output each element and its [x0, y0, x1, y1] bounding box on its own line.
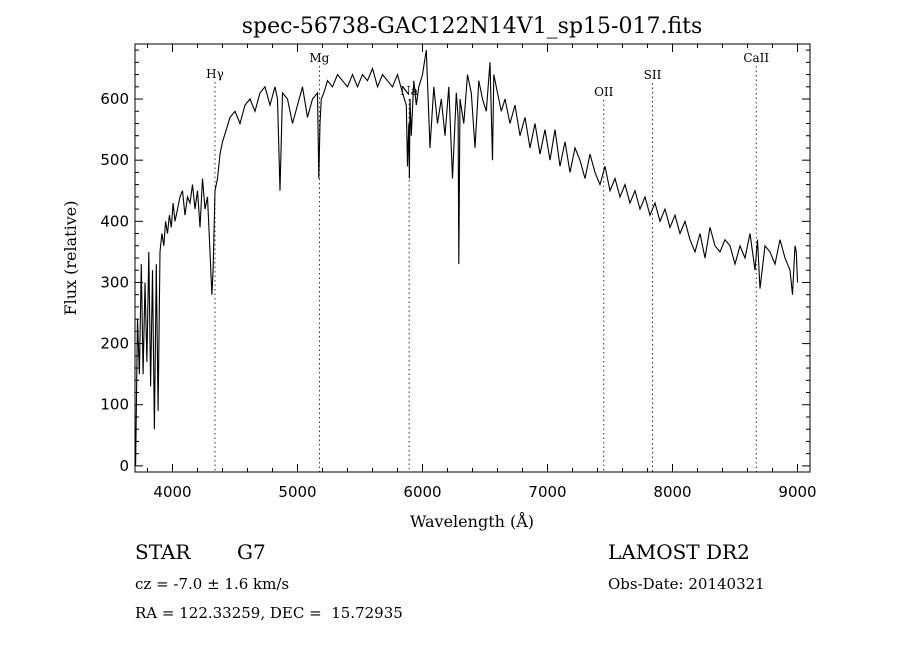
y-tick-label: 100 [100, 396, 129, 414]
y-tick-label: 200 [100, 335, 129, 353]
chart-title: spec-56738-GAC122N14V1_sp15-017.fits [242, 14, 703, 39]
x-tick-label: 9000 [778, 483, 816, 501]
axis-ticks: 4000 5000 6000 7000 8000 9000 0 100 200 300 400 500… [100, 44, 817, 501]
line-marker-label: Mg [309, 51, 329, 65]
plot-area [135, 50, 799, 466]
line-marker-label: Hγ [206, 67, 224, 81]
x-tick-label: 4000 [153, 483, 191, 501]
y-tick-label: 0 [119, 457, 129, 475]
x-tick-label: 6000 [403, 483, 441, 501]
object-subclass: G7 [237, 540, 266, 564]
x-tick-label: 8000 [653, 483, 691, 501]
y-tick-label: 600 [100, 90, 129, 108]
obs-date-text: Obs-Date: 20140321 [608, 575, 765, 593]
redshift-text: cz = -7.0 ± 1.6 km/s [135, 575, 290, 593]
radec-text: RA = 122.33259, DEC = 15.72935 [135, 604, 403, 622]
line-marker-label: SII [644, 68, 662, 82]
x-tick-label: 7000 [528, 483, 566, 501]
line-markers: Hγ Mg Na OII SII CaII [206, 51, 769, 472]
line-marker-label: OII [594, 85, 614, 99]
x-axis-label: Wavelength (Å) [410, 511, 534, 531]
object-class: STAR [135, 540, 191, 564]
y-tick-label: 300 [100, 273, 129, 291]
spectrum-line [135, 50, 799, 466]
y-axis-label: Flux (relative) [61, 201, 80, 316]
y-tick-label: 400 [100, 212, 129, 230]
line-marker-label: CaII [743, 51, 769, 65]
y-tick-label: 500 [100, 151, 129, 169]
survey-label: LAMOST DR2 [608, 540, 750, 564]
line-marker-label: Na [400, 84, 418, 98]
x-tick-label: 5000 [278, 483, 316, 501]
